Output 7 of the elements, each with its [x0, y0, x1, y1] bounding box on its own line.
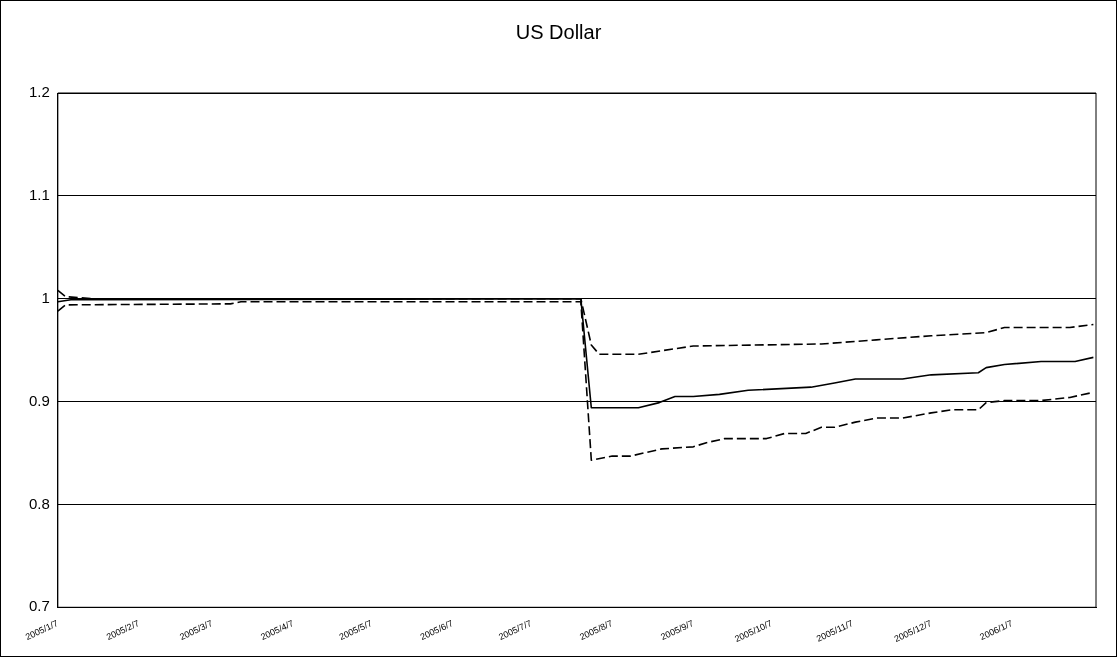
y-tick-label: 1.1: [28, 186, 50, 203]
y-tick-label: 1.2: [28, 83, 50, 101]
y-tick-label: 0.7: [28, 597, 50, 615]
y-tick-label: 0.9: [28, 391, 50, 409]
y-tick-label: 1: [41, 288, 50, 306]
y-tick-label: 0.8: [28, 494, 50, 512]
chart-title: US Dollar: [515, 20, 602, 43]
